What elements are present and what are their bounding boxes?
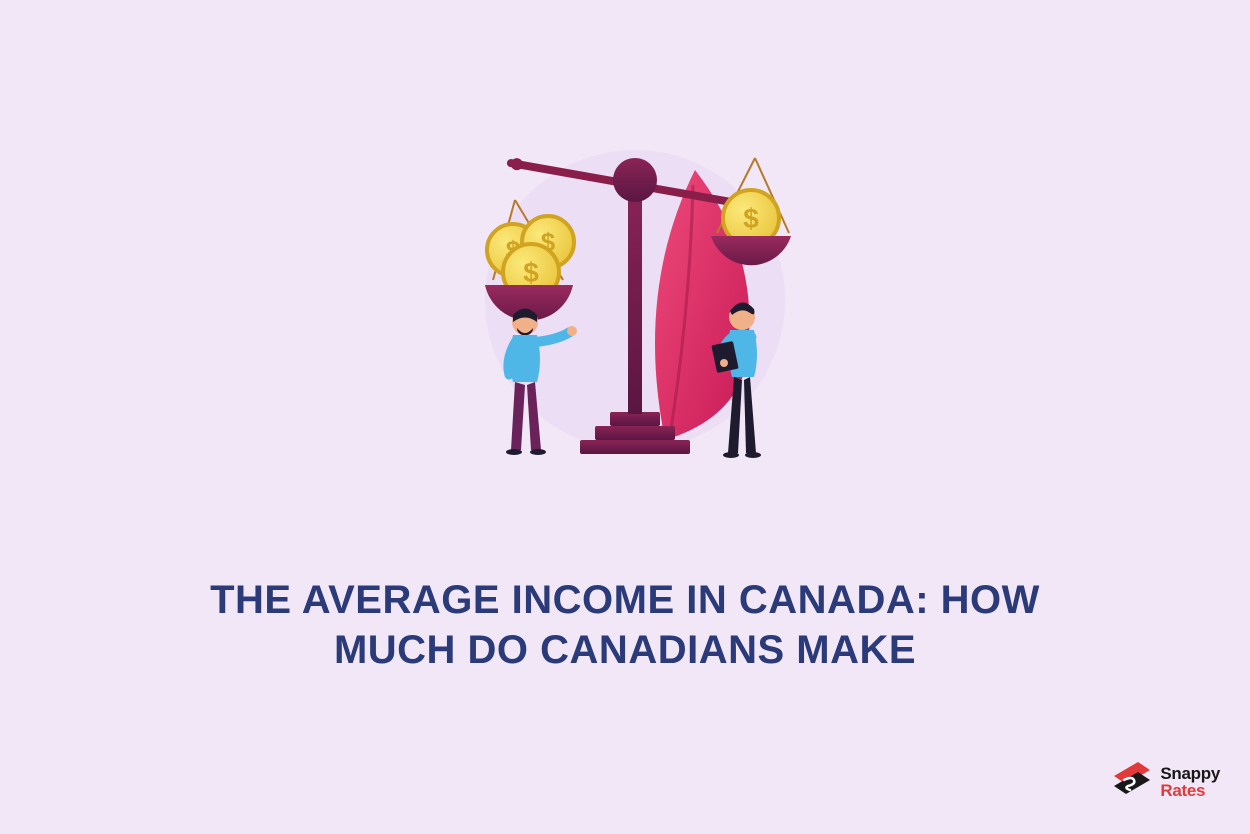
logo-word-1: Snappy [1160,765,1220,782]
svg-text:$: $ [743,203,759,234]
page-headline: THE AVERAGE INCOME IN CANADA: HOW MUCH D… [175,575,1075,675]
logo-word-2: Rates [1160,782,1220,799]
balance-scale-illustration: $ $ $ $ [435,110,815,490]
svg-text:$: $ [523,257,539,288]
logo-mark-icon [1110,760,1154,804]
hero-illustration: $ $ $ $ [435,110,815,490]
brand-logo: Snappy Rates [1110,760,1220,804]
